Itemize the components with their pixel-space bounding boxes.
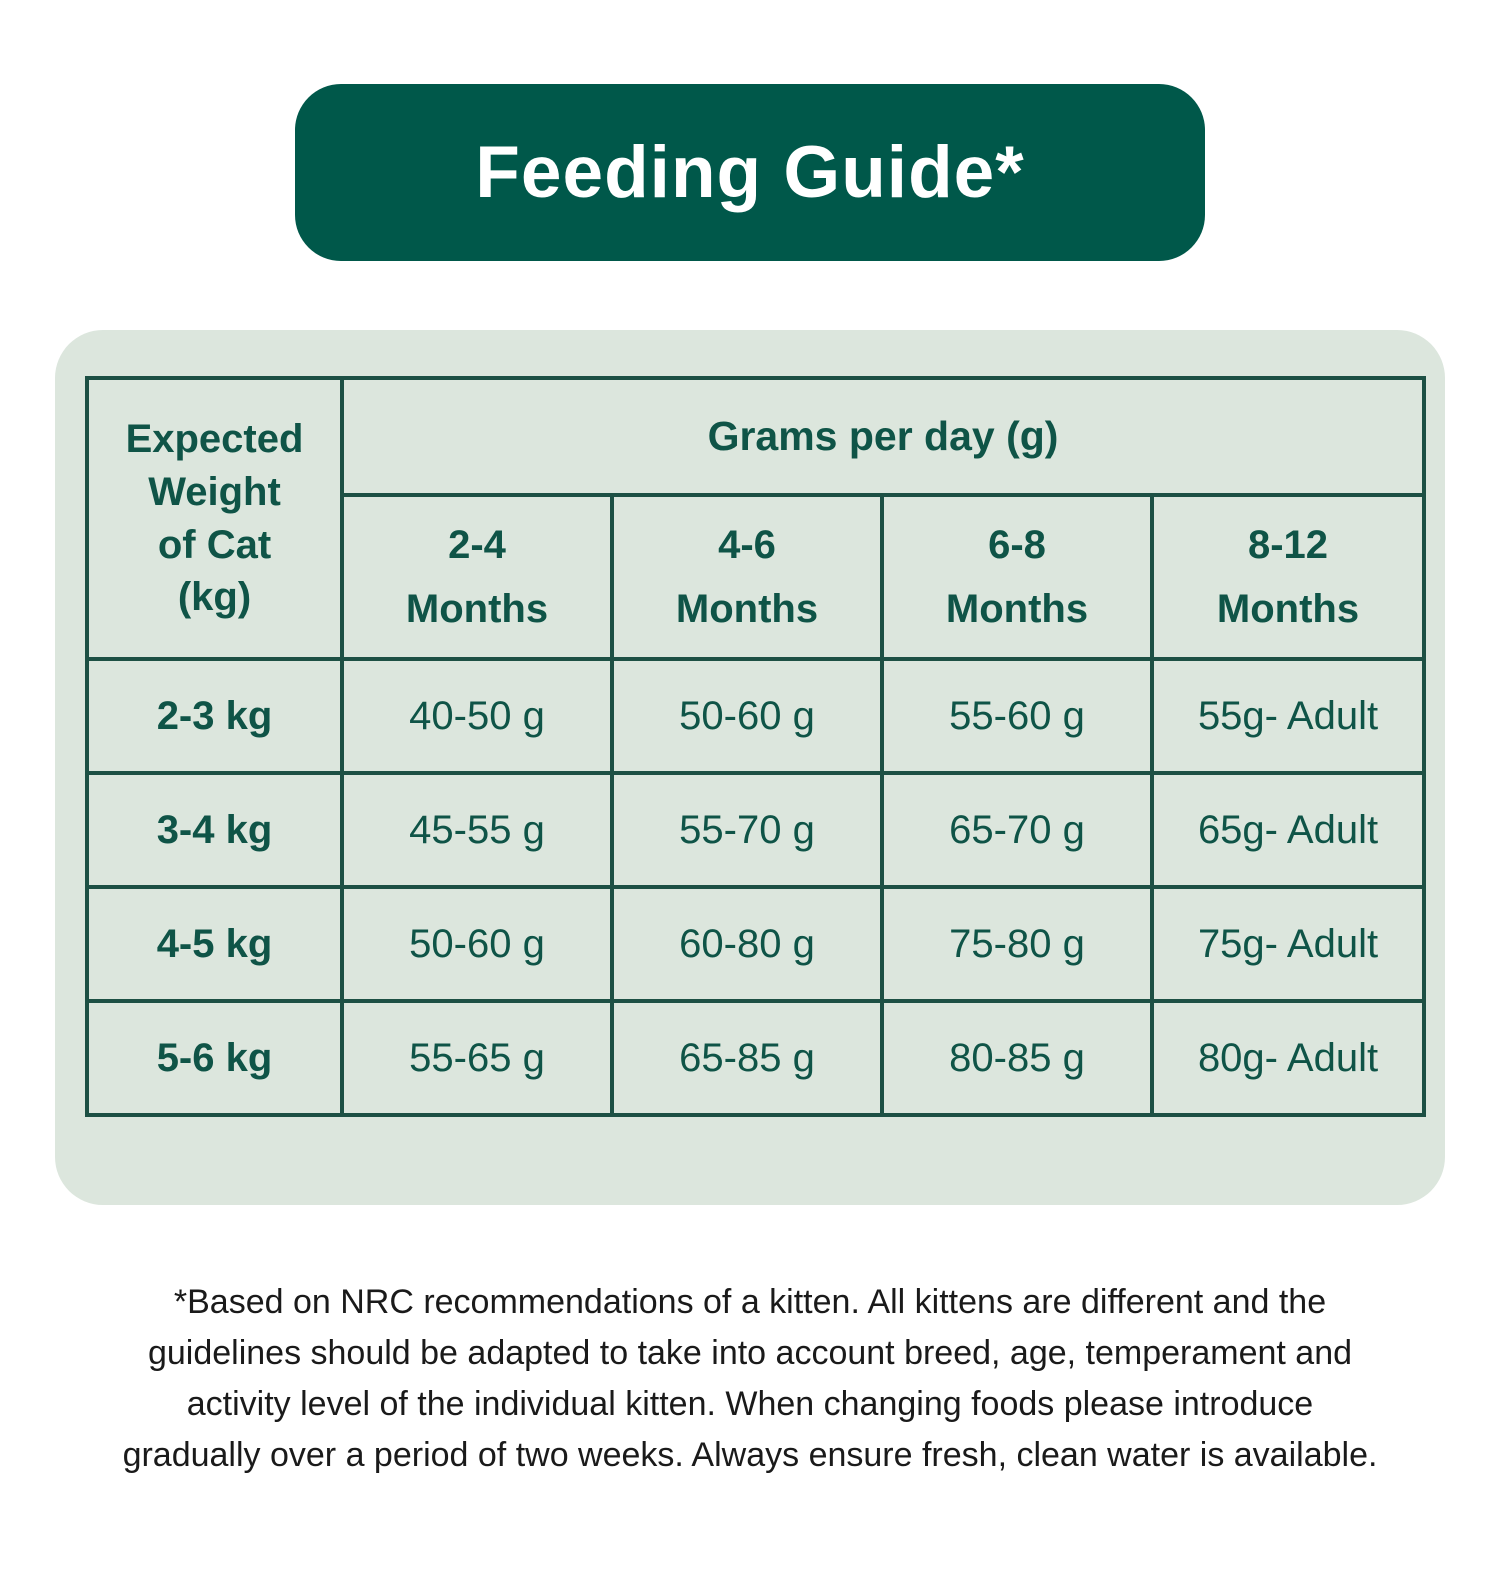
- feeding-amount-cell: 40-50 g: [340, 657, 614, 775]
- age-column-header-4-6-months: 4-6 Months: [610, 493, 884, 661]
- weight-row-header: 3-4 kg: [85, 771, 344, 889]
- feeding-table-panel: Expected Weight of Cat (kg) Grams per da…: [55, 330, 1445, 1205]
- feeding-guide-banner: Feeding Guide*: [295, 84, 1205, 261]
- feeding-amount-cell: 45-55 g: [340, 771, 614, 889]
- footnote-line-4: gradually over a period of two weeks. Al…: [122, 1436, 1378, 1474]
- feeding-amount-cell: 80-85 g: [880, 999, 1154, 1117]
- footnote: *Based on NRC recommendations of a kitte…: [0, 1277, 1500, 1481]
- feeding-amount-cell: 65-70 g: [880, 771, 1154, 889]
- feeding-amount-cell: 50-60 g: [340, 885, 614, 1003]
- feeding-amount-cell: 65g- Adult: [1149, 771, 1427, 889]
- footnote-line-2: guidelines should be adapted to take int…: [147, 1334, 1353, 1372]
- table-row-5-6kg: 5-6 kg 55-65 g 65-85 g 80-85 g 80g- Adul…: [85, 999, 1427, 1117]
- feeding-amount-cell: 55-70 g: [610, 771, 884, 889]
- page-title: Feeding Guide*: [475, 132, 1025, 213]
- table-row-4-5kg: 4-5 kg 50-60 g 60-80 g 75-80 g 75g- Adul…: [85, 885, 1427, 1003]
- table-header-row-months: 2-4 Months 4-6 Months 6-8 Months 8-12 Mo…: [87, 493, 1427, 661]
- feeding-amount-cell: 75g- Adult: [1149, 885, 1427, 1003]
- age-column-header-8-12-months: 8-12 Months: [1149, 493, 1427, 661]
- feeding-amount-cell: 75-80 g: [880, 885, 1154, 1003]
- weight-column-header: Expected Weight of Cat (kg): [85, 376, 344, 661]
- feeding-amount-cell: 60-80 g: [610, 885, 884, 1003]
- feeding-amount-cell: 50-60 g: [610, 657, 884, 775]
- weight-row-header: 5-6 kg: [85, 999, 344, 1117]
- table-header-row-group: Expected Weight of Cat (kg) Grams per da…: [85, 376, 1427, 661]
- feeding-amount-cell: 55g- Adult: [1149, 657, 1427, 775]
- grams-per-day-header: Grams per day (g): [339, 376, 1427, 497]
- footnote-line-3: activity level of the individual kitten.…: [186, 1385, 1314, 1423]
- feeding-amount-cell: 80g- Adult: [1149, 999, 1427, 1117]
- feeding-amount-cell: 65-85 g: [610, 999, 884, 1117]
- weight-row-header: 2-3 kg: [85, 657, 344, 775]
- weight-row-header: 4-5 kg: [85, 885, 344, 1003]
- feeding-guide-page: Feeding Guide* Expected Weight of Cat (k…: [0, 84, 1500, 1584]
- table-row-2-3kg: 2-3 kg 40-50 g 50-60 g 55-60 g 55g- Adul…: [85, 657, 1427, 775]
- feeding-amount-cell: 55-60 g: [880, 657, 1154, 775]
- feeding-amount-cell: 55-65 g: [340, 999, 614, 1117]
- table-row-3-4kg: 3-4 kg 45-55 g 55-70 g 65-70 g 65g- Adul…: [85, 771, 1427, 889]
- age-column-header-6-8-months: 6-8 Months: [880, 493, 1154, 661]
- age-column-header-2-4-months: 2-4 Months: [340, 493, 614, 661]
- feeding-guide-table: Expected Weight of Cat (kg) Grams per da…: [85, 376, 1427, 1117]
- footnote-line-1: *Based on NRC recommendations of a kitte…: [173, 1283, 1327, 1321]
